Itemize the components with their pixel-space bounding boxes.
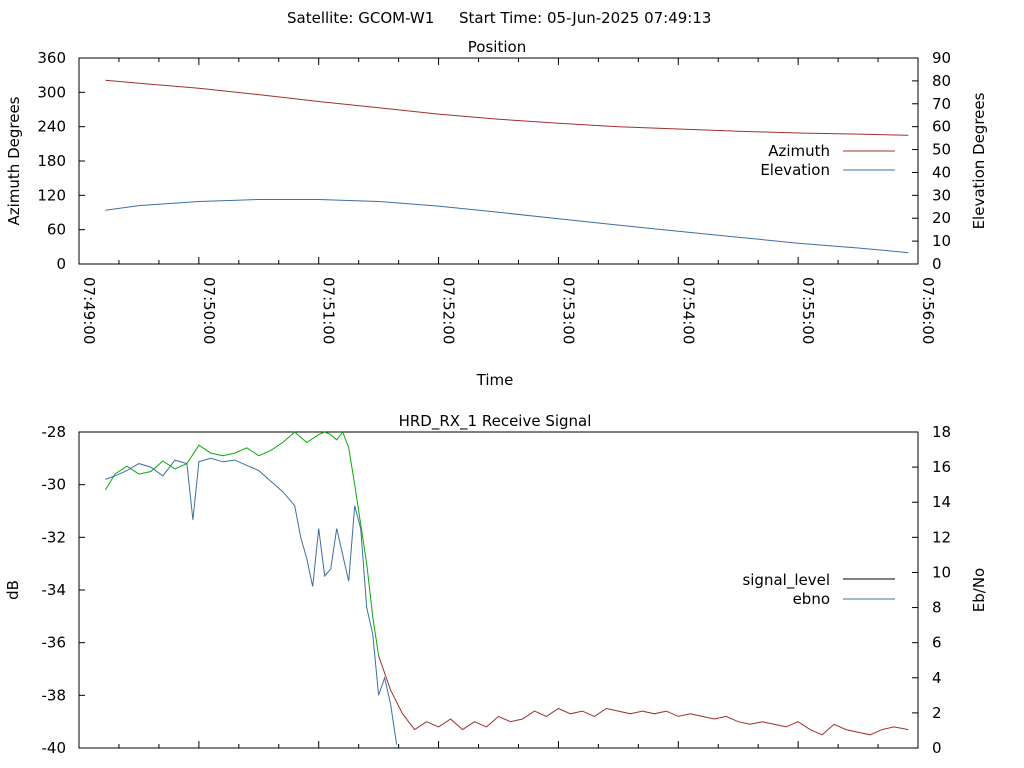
position-left-axis-label: Azimuth Degrees (5, 96, 23, 225)
position-left-tick-label: 300 (37, 83, 66, 101)
signal-left-tick-label: -28 (42, 423, 67, 441)
position-left-tick-label: 0 (56, 255, 66, 273)
position-x-tick-label: 07:53:00 (559, 277, 577, 344)
position-right-tick-label: 70 (932, 95, 951, 113)
position-legend: Azimuth Elevation (760, 142, 895, 179)
signal-right-tick-label: 14 (932, 493, 951, 511)
series-signal-level-line-weak (378, 655, 909, 736)
position-right-axis: 0 10 20 30 40 50 60 70 80 90 (912, 49, 951, 273)
signal-right-axis-label: Eb/No (970, 568, 988, 612)
position-right-tick-label: 60 (932, 118, 951, 136)
position-right-axis-label: Elevation Degrees (970, 92, 988, 229)
position-left-tick-label: 120 (37, 186, 66, 204)
signal-right-tick-label: 12 (932, 528, 951, 546)
position-right-tick-label: 20 (932, 209, 951, 227)
signal-chart: HRD_RX_1 Receive Signal -28-30-32-34-36-… (4, 412, 988, 757)
position-right-tick-label: 90 (932, 49, 951, 67)
position-chart-title: Position (468, 38, 526, 56)
position-right-tick-label: 30 (932, 186, 951, 204)
series-elevation-line (105, 199, 909, 254)
position-chart: Position 0 60 120 180 240 300 360 0 10 20 30 40 50 6… (5, 38, 988, 389)
position-x-tick-label: 07:51:00 (320, 277, 338, 344)
signal-left-tick-label: -40 (42, 739, 67, 757)
signal-x-axis (78, 741, 919, 748)
position-x-axis: 07:49:00 07:50:00 07:51:00 07:52:00 07:53:00… (78, 58, 937, 344)
signal-right-tick-label: 8 (932, 599, 942, 617)
legend-elevation-label: Elevation (760, 161, 830, 179)
position-right-tick-label: 10 (932, 232, 951, 250)
position-left-axis: 0 60 120 180 240 300 360 (37, 49, 85, 273)
position-x-tick-label: 07:49:00 (80, 277, 98, 344)
series-signal-level-line-strong (104, 430, 380, 656)
position-x-axis-label: Time (476, 371, 514, 389)
signal-right-tick-label: 16 (932, 458, 951, 476)
signal-left-tick-label: -32 (42, 528, 67, 546)
signal-left-tick-label: -38 (42, 686, 67, 704)
legend-azimuth-label: Azimuth (768, 142, 830, 160)
satellite-label: Satellite: GCOM-W1 (287, 9, 434, 27)
position-right-tick-label: 50 (932, 141, 951, 159)
signal-left-axis: -28 -30 -32 -34 -36 -38 -40 (42, 423, 85, 757)
position-x-tick-label: 07:54:00 (679, 277, 697, 344)
position-right-tick-label: 0 (932, 255, 942, 273)
position-left-tick-label: 180 (37, 152, 66, 170)
signal-chart-title: HRD_RX_1 Receive Signal (399, 412, 592, 431)
position-x-tick-label: 07:50:00 (200, 277, 218, 344)
series-azimuth-line (105, 79, 909, 136)
position-x-tick-label: 07:55:00 (799, 277, 817, 344)
position-x-tick-label: 07:56:00 (919, 277, 937, 344)
position-left-tick-label: 360 (37, 49, 66, 67)
signal-right-tick-label: 18 (932, 423, 951, 441)
signal-left-tick-label: -30 (42, 476, 67, 494)
position-series (105, 79, 909, 254)
signal-left-tick-label: -34 (42, 581, 67, 599)
signal-right-tick-label: 4 (932, 669, 942, 687)
position-right-tick-label: 80 (932, 72, 951, 90)
signal-right-tick-label: 0 (932, 739, 942, 757)
signal-series (104, 430, 909, 745)
position-x-tick-label: 07:52:00 (440, 277, 458, 344)
signal-right-tick-label: 10 (932, 563, 951, 581)
signal-left-axis-label: dB (4, 580, 22, 600)
signal-right-axis: 0 2 4 6 8 10 12 14 16 18 (912, 423, 951, 757)
signal-left-tick-label: -36 (42, 634, 67, 652)
signal-right-tick-label: 6 (932, 634, 942, 652)
signal-legend: signal_level ebno (742, 571, 895, 608)
signal-right-tick-label: 2 (932, 704, 942, 722)
position-left-tick-label: 240 (37, 118, 66, 136)
legend-ebno-label: ebno (793, 590, 830, 608)
position-right-tick-label: 40 (932, 163, 951, 181)
position-left-tick-label: 60 (47, 221, 66, 239)
start-time-label: Start Time: 05-Jun-2025 07:49:13 (459, 9, 711, 27)
series-ebno-line (105, 457, 398, 745)
legend-signal-level-label: signal_level (742, 571, 830, 590)
